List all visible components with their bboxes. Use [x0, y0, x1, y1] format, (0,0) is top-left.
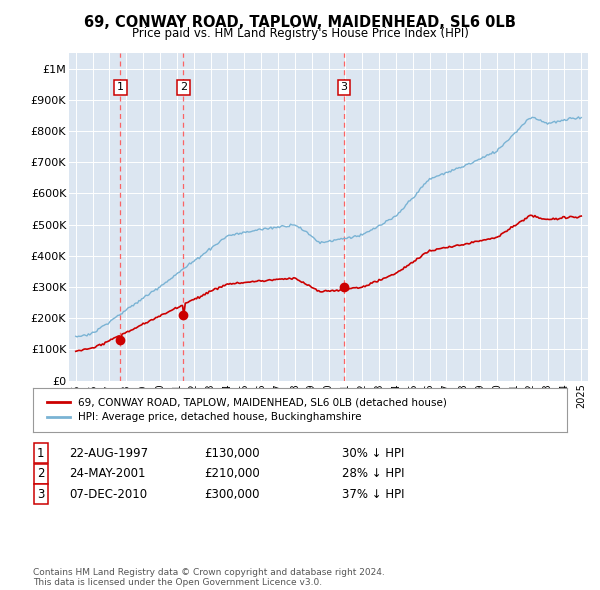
Text: 28% ↓ HPI: 28% ↓ HPI: [342, 467, 404, 480]
Text: 3: 3: [341, 83, 347, 93]
Text: 69, CONWAY ROAD, TAPLOW, MAIDENHEAD, SL6 0LB: 69, CONWAY ROAD, TAPLOW, MAIDENHEAD, SL6…: [84, 15, 516, 30]
Text: 1: 1: [37, 447, 44, 460]
Text: Contains HM Land Registry data © Crown copyright and database right 2024.
This d: Contains HM Land Registry data © Crown c…: [33, 568, 385, 587]
Legend: 69, CONWAY ROAD, TAPLOW, MAIDENHEAD, SL6 0LB (detached house), HPI: Average pric: 69, CONWAY ROAD, TAPLOW, MAIDENHEAD, SL6…: [44, 394, 450, 425]
Text: Price paid vs. HM Land Registry's House Price Index (HPI): Price paid vs. HM Land Registry's House …: [131, 27, 469, 40]
Text: 37% ↓ HPI: 37% ↓ HPI: [342, 488, 404, 501]
Text: 2: 2: [180, 83, 187, 93]
Text: 07-DEC-2010: 07-DEC-2010: [69, 488, 147, 501]
Text: 3: 3: [37, 488, 44, 501]
Text: 2: 2: [37, 467, 44, 480]
Text: 24-MAY-2001: 24-MAY-2001: [69, 467, 146, 480]
Text: £300,000: £300,000: [204, 488, 260, 501]
Text: 1: 1: [117, 83, 124, 93]
Text: £210,000: £210,000: [204, 467, 260, 480]
Text: 22-AUG-1997: 22-AUG-1997: [69, 447, 148, 460]
Text: 30% ↓ HPI: 30% ↓ HPI: [342, 447, 404, 460]
Text: £130,000: £130,000: [204, 447, 260, 460]
